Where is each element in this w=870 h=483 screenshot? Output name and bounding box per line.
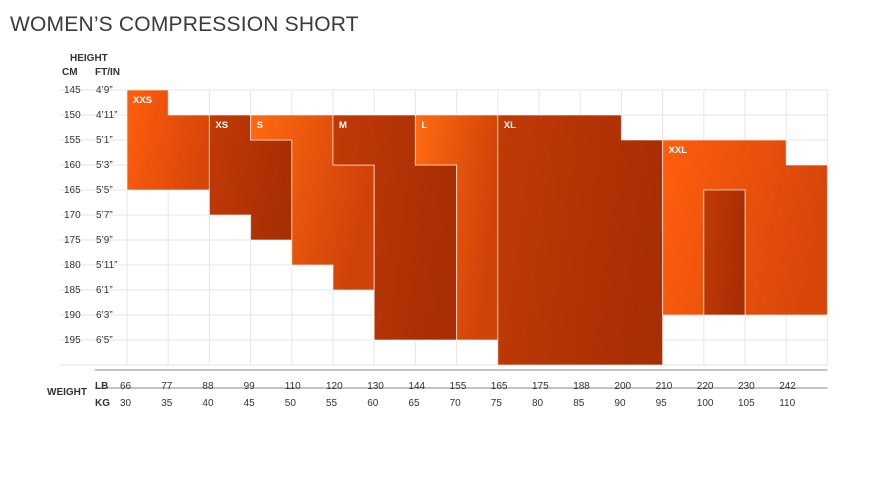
weight-kg-tick: 60 (367, 398, 379, 409)
weight-kg-tick: 35 (161, 398, 173, 409)
size-region-xxl-inner (703, 189, 746, 316)
weight-kg-tick: 110 (779, 398, 795, 409)
weight-kg-tick: 95 (656, 398, 668, 409)
size-label-xxl: XXL (669, 145, 688, 156)
weight-lb-tick: 155 (450, 381, 467, 392)
height-ftin-tick: 5’9” (96, 235, 113, 246)
weight-lb-tick: 66 (120, 381, 132, 392)
height-cm-tick: 150 (64, 110, 81, 121)
weight-lb-tick: 99 (244, 381, 256, 392)
weight-kg-tick: 90 (614, 398, 626, 409)
weight-kg-label: KG (95, 398, 110, 409)
height-ftin-tick: 5’5” (96, 185, 113, 196)
weight-lb-tick: 200 (614, 381, 631, 392)
weight-lb-tick: 230 (738, 381, 755, 392)
height-ftin-tick: 5’7” (96, 210, 113, 221)
size-label-l: L (421, 120, 427, 131)
size-label-m: M (339, 120, 347, 131)
height-cm-tick: 190 (64, 310, 81, 321)
weight-lb-tick: 165 (491, 381, 508, 392)
height-cm-tick: 165 (64, 185, 81, 196)
height-ftin-tick: 6’3” (96, 310, 113, 321)
weight-axis-label: WEIGHT (47, 387, 87, 398)
weight-kg-tick: 100 (697, 398, 714, 409)
weight-lb-tick: 77 (161, 381, 173, 392)
height-cm-tick: 155 (64, 135, 81, 146)
height-ftin-tick: 4’11” (96, 110, 118, 121)
weight-kg-tick: 105 (738, 398, 755, 409)
weight-kg-tick: 55 (326, 398, 338, 409)
weight-kg-tick: 40 (202, 398, 214, 409)
height-cm-tick: 185 (64, 285, 81, 296)
size-label-xs: XS (215, 120, 228, 131)
height-ftin-tick: 5’1” (96, 135, 113, 146)
height-cm-tick: 160 (64, 160, 81, 171)
height-ftin-tick: 4’9” (96, 85, 113, 96)
height-cm-tick: 145 (64, 85, 81, 96)
height-ftin-label: FT/IN (95, 67, 120, 78)
weight-lb-tick: 130 (367, 381, 384, 392)
size-label-xxs: XXS (133, 95, 152, 106)
size-label-xl: XL (504, 120, 516, 131)
size-label-s: S (257, 120, 263, 131)
weight-kg-tick: 50 (285, 398, 297, 409)
weight-kg-tick: 75 (491, 398, 503, 409)
weight-lb-tick: 120 (326, 381, 343, 392)
axis-labels: HEIGHT CM FT/IN WEIGHT LB KG 145 4’9” 150 4… (47, 53, 796, 409)
weight-lb-tick: 175 (532, 381, 549, 392)
weight-kg-tick: 70 (450, 398, 462, 409)
weight-kg-tick: 80 (532, 398, 544, 409)
height-ftin-tick: 5’11” (96, 260, 118, 271)
height-cm-tick: 175 (64, 235, 81, 246)
height-cm-tick: 170 (64, 210, 81, 221)
weight-kg-tick: 65 (408, 398, 420, 409)
height-cm-tick: 180 (64, 260, 81, 271)
weight-lb-tick: 210 (656, 381, 673, 392)
weight-kg-tick: 85 (573, 398, 585, 409)
height-ftin-tick: 6’5” (96, 335, 113, 346)
weight-lb-tick: 220 (697, 381, 714, 392)
weight-lb-tick: 144 (408, 381, 425, 392)
weight-lb-label: LB (95, 381, 108, 392)
height-cm-tick: 195 (64, 335, 81, 346)
weight-kg-tick: 30 (120, 398, 132, 409)
chart-title: WOMEN’S COMPRESSION SHORT (10, 13, 359, 36)
size-region-xl (497, 114, 664, 366)
size-regions: XXS XS S M L XL XXL (126, 89, 828, 366)
height-axis-label: HEIGHT (70, 53, 108, 64)
height-cm-label: CM (62, 67, 78, 78)
weight-lb-tick: 110 (285, 381, 301, 392)
height-ftin-tick: 5’3” (96, 160, 113, 171)
weight-kg-tick: 45 (244, 398, 256, 409)
weight-lb-tick: 88 (202, 381, 214, 392)
height-ftin-tick: 6’1” (96, 285, 113, 296)
weight-lb-tick: 188 (573, 381, 590, 392)
weight-lb-tick: 242 (779, 381, 796, 392)
